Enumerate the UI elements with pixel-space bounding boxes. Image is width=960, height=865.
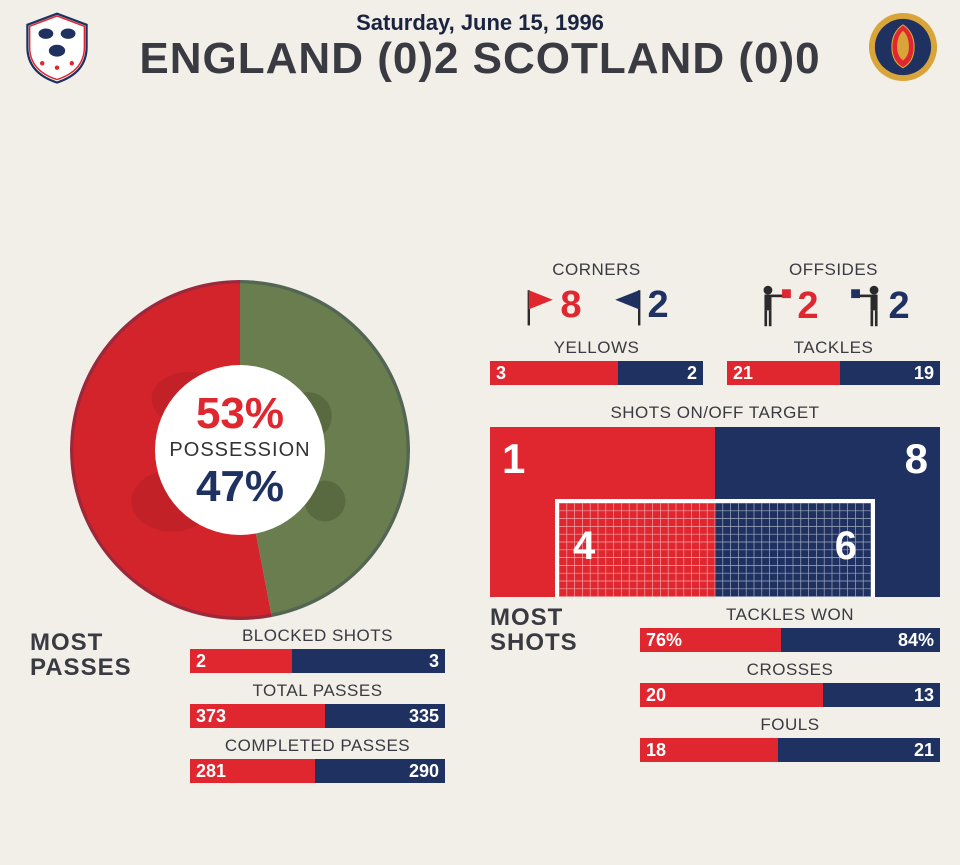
stat-value-england: 3 <box>490 361 618 385</box>
stat-bar-fouls: FOULS 1821 <box>640 715 940 762</box>
most-shots-title: MOST SHOTS <box>490 605 640 770</box>
scoreline: ENGLAND (0)2 SCOTLAND (0)0 <box>0 34 960 84</box>
corners-england: 8 <box>560 284 581 327</box>
stat-value-scotland: 19 <box>840 361 940 385</box>
offsides-scotland: 2 <box>889 285 910 328</box>
stat-value-england: 21 <box>727 361 840 385</box>
stat-value-scotland: 290 <box>315 759 445 783</box>
possession-scotland: 47% <box>196 462 284 512</box>
shots-box: 1 8 4 6 <box>490 427 940 597</box>
corner-flag-red-icon <box>524 287 556 327</box>
left-stat-bars: BLOCKED SHOTS 23 TOTAL PASSES 373335 COMPLET… <box>190 626 445 791</box>
stat-value-england: 76% <box>640 628 781 652</box>
possession-donut: 53% POSSESSION 47% <box>70 280 410 620</box>
stat-bar: 23 <box>190 649 445 673</box>
corners-label: CORNERS <box>490 260 703 280</box>
offside-ref-blue-icon <box>849 284 885 328</box>
stat-bar-tackles-won: TACKLES WON 76%84% <box>640 605 940 652</box>
stat-label: BLOCKED SHOTS <box>190 626 445 646</box>
header: Saturday, June 15, 1996 ENGLAND (0)2 SCO… <box>0 0 960 84</box>
on-target-england: 4 <box>573 524 595 569</box>
stat-value-scotland: 3 <box>292 649 445 673</box>
stat-value-england: 20 <box>640 683 823 707</box>
stat-label: TACKLES <box>727 338 940 358</box>
stat-bar: 32 <box>490 361 703 385</box>
stat-value-england: 2 <box>190 649 292 673</box>
stat-label: TOTAL PASSES <box>190 681 445 701</box>
stat-bar: 1821 <box>640 738 940 762</box>
stat-bar: 2119 <box>727 361 940 385</box>
stat-bar: 281290 <box>190 759 445 783</box>
shots-label: SHOTS ON/OFF TARGET <box>490 403 940 423</box>
stat-bar-completed-passes: COMPLETED PASSES 281290 <box>190 736 445 783</box>
stat-value-scotland: 84% <box>781 628 940 652</box>
yellows-block: YELLOWS 32 <box>490 338 703 393</box>
off-target-england: 1 <box>502 435 525 483</box>
stat-label: CROSSES <box>640 660 940 680</box>
stat-label: TACKLES WON <box>640 605 940 625</box>
england-crest-icon <box>20 10 94 84</box>
stat-bar: 373335 <box>190 704 445 728</box>
stat-value-scotland: 13 <box>823 683 940 707</box>
possession-label: POSSESSION <box>169 439 310 462</box>
stat-value-scotland: 335 <box>325 704 445 728</box>
offside-ref-red-icon <box>757 284 793 328</box>
stat-bar: 2013 <box>640 683 940 707</box>
match-date: Saturday, June 15, 1996 <box>0 10 960 36</box>
possession-england: 53% <box>196 389 284 439</box>
stat-bar-crosses: CROSSES 2013 <box>640 660 940 707</box>
stat-value-england: 373 <box>190 704 325 728</box>
scotland-crest-icon <box>866 10 940 84</box>
stat-label: FOULS <box>640 715 940 735</box>
stat-bar-blocked-shots: BLOCKED SHOTS 23 <box>190 626 445 673</box>
stat-label: COMPLETED PASSES <box>190 736 445 756</box>
stat-bar-tackles: TACKLES 2119 <box>727 338 940 385</box>
on-target-scotland: 6 <box>835 524 857 569</box>
stat-value-england: 281 <box>190 759 315 783</box>
stat-label: YELLOWS <box>490 338 703 358</box>
corner-flag-blue-icon <box>612 287 644 327</box>
offsides-block: OFFSIDES 2 <box>727 260 940 328</box>
left-column: 53% POSSESSION 47% MOST PASSES BLOCKED S… <box>30 280 450 620</box>
right-stat-bars: TACKLES WON 76%84% CROSSES 2013 FOULS 1821 <box>640 605 940 770</box>
goal-frame-icon: 4 6 <box>555 499 875 597</box>
offsides-england: 2 <box>797 285 818 328</box>
stat-value-scotland: 2 <box>618 361 703 385</box>
tackles-block: TACKLES 2119 <box>727 338 940 393</box>
stat-bar: 76%84% <box>640 628 940 652</box>
stat-value-scotland: 21 <box>778 738 940 762</box>
corners-scotland: 2 <box>648 284 669 327</box>
stat-value-england: 18 <box>640 738 778 762</box>
stat-bar-yellows: YELLOWS 32 <box>490 338 703 385</box>
shots-section: SHOTS ON/OFF TARGET 1 8 4 6 <box>490 403 940 597</box>
possession-center: 53% POSSESSION 47% <box>155 365 325 535</box>
right-column: CORNERS 8 2 <box>490 260 940 770</box>
offsides-label: OFFSIDES <box>727 260 940 280</box>
most-passes-title: MOST PASSES <box>30 630 132 680</box>
off-target-scotland: 8 <box>905 435 928 483</box>
corners-block: CORNERS 8 2 <box>490 260 703 328</box>
stat-bar-total-passes: TOTAL PASSES 373335 <box>190 681 445 728</box>
